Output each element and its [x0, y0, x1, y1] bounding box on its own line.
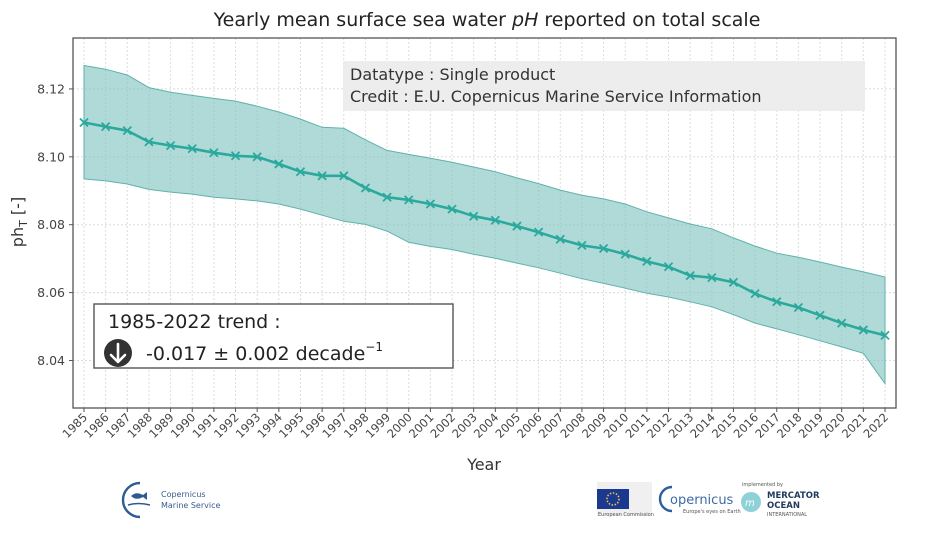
data-point-marker	[209, 148, 219, 158]
y-tick-label: 8.12	[37, 81, 65, 96]
info-annotation: Datatype : Single product Credit : E.U. …	[343, 61, 865, 111]
y-axis-ticks: 8.04 8.06 8.08 8.10 8.12	[37, 81, 73, 368]
chart-title: Yearly mean surface sea water pH reporte…	[213, 9, 761, 31]
data-point-marker	[317, 171, 327, 181]
data-point-marker	[360, 183, 371, 193]
mercator-m-icon	[741, 492, 761, 512]
mercator-implemented-by: implemented by	[742, 482, 783, 488]
data-point-marker	[663, 262, 674, 272]
series-line-layer	[83, 121, 886, 337]
data-point-marker	[490, 215, 500, 225]
data-point-marker	[772, 297, 782, 307]
series-markers	[79, 117, 890, 340]
data-point-marker	[425, 199, 436, 209]
data-point-marker	[144, 137, 154, 147]
info-credit: Credit : E.U. Copernicus Marine Service …	[350, 87, 762, 106]
x-tick-label: 2022	[861, 410, 892, 441]
mercator-line3: INTERNATIONAL	[767, 512, 807, 518]
data-point-marker	[187, 144, 197, 154]
cmems-swirl-icon	[121, 481, 141, 519]
data-point-marker	[295, 167, 306, 177]
x-axis-label: Year	[466, 455, 501, 474]
eu-flag-icon	[597, 489, 629, 509]
data-point-marker	[339, 171, 349, 181]
mercator-line1: MERCATOR	[767, 491, 820, 501]
trend-annotation: 1985-2022 trend : -0.017 ± 0.002 decade−…	[93, 303, 454, 369]
data-point-marker	[404, 195, 414, 205]
data-point-marker	[533, 227, 544, 237]
y-tick-label: 8.04	[37, 353, 65, 368]
data-point-marker	[707, 273, 717, 283]
copernicus-marine-logo: Copernicus Marine Service	[121, 481, 220, 519]
data-point-marker	[230, 151, 241, 161]
copernicus-c-icon	[658, 485, 673, 513]
svg-text:m: m	[745, 498, 755, 509]
data-point-marker	[122, 126, 132, 136]
copernicus-logo-text: opernicus	[670, 493, 734, 508]
x-axis-ticks: 1985198619871988198919901991199219931994…	[60, 408, 892, 441]
plot-frame	[72, 37, 897, 409]
y-tick-label: 8.06	[37, 285, 65, 300]
series-line	[83, 121, 886, 337]
fish-icon	[131, 492, 147, 500]
info-datatype: Datatype : Single product	[350, 65, 555, 84]
trend-title: 1985-2022 trend :	[108, 311, 281, 333]
data-point-marker	[577, 240, 587, 251]
data-point-marker	[447, 204, 457, 214]
copernicus-logo-tagline: Europe's eyes on Earth	[683, 509, 741, 515]
cmems-logo-line2: Marine Service	[161, 501, 220, 510]
uncertainty-band-layer	[83, 64, 886, 386]
cmems-logo-line1: Copernicus	[161, 490, 206, 499]
data-point-marker	[837, 318, 847, 328]
data-point-marker	[858, 325, 868, 335]
data-point-marker	[79, 117, 89, 128]
data-point-marker	[815, 310, 825, 320]
data-point-marker	[728, 277, 739, 288]
data-point-marker	[274, 159, 284, 169]
data-point-marker	[165, 140, 176, 151]
trend-value: -0.017 ± 0.002 decade−1	[146, 340, 383, 365]
y-axis-label: phT [-]	[8, 197, 30, 247]
data-point-marker	[252, 152, 262, 162]
data-point-marker	[555, 234, 565, 244]
mercator-ocean-logo: implemented by m MERCATOR OCEAN INTERNAT…	[741, 482, 820, 518]
data-point-marker	[382, 192, 392, 202]
data-point-marker	[793, 302, 804, 313]
wave-icon	[127, 502, 151, 506]
eu-logo-caption: European Commission	[598, 512, 654, 518]
data-point-marker	[469, 211, 479, 221]
info-box-background	[343, 61, 865, 111]
eu-commission-logo: European Commission	[597, 482, 654, 518]
data-point-marker	[101, 121, 111, 132]
data-point-marker	[685, 270, 695, 281]
data-point-marker	[620, 249, 630, 259]
y-tick-label: 8.10	[37, 149, 65, 164]
data-point-marker	[750, 288, 760, 299]
arrow-down-circle-icon	[104, 339, 132, 367]
data-point-marker	[642, 256, 652, 266]
y-tick-label: 8.08	[37, 217, 65, 232]
mercator-line2: OCEAN	[767, 501, 800, 511]
data-point-marker	[512, 221, 522, 231]
data-point-marker	[880, 330, 890, 340]
trend-box	[93, 303, 454, 369]
data-point-marker	[598, 243, 609, 254]
copernicus-logo: opernicus Europe's eyes on Earth	[658, 485, 741, 515]
uncertainty-band	[83, 64, 886, 386]
